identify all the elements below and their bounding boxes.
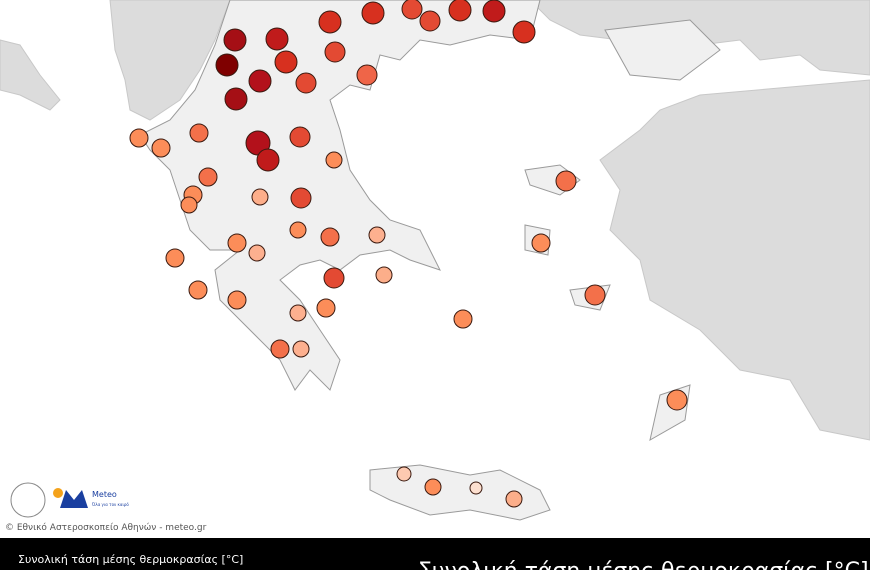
station-marker	[248, 244, 266, 262]
station-marker	[419, 10, 441, 32]
footer-bar	[0, 538, 870, 570]
station-marker	[256, 148, 280, 172]
station-marker	[424, 478, 442, 496]
station-marker	[289, 221, 307, 239]
station-marker	[292, 340, 310, 358]
station-marker	[512, 20, 536, 44]
station-marker	[316, 298, 336, 318]
station-marker	[248, 69, 272, 93]
station-marker	[215, 53, 239, 77]
station-marker	[323, 267, 345, 289]
neighbour-land	[599, 79, 870, 441]
station-marker	[290, 187, 312, 209]
station-marker	[401, 0, 423, 20]
legend-label: Συνολική τάση μέσης θερμοκρασίας [°C]	[18, 553, 243, 566]
island	[604, 19, 721, 81]
station-marker	[180, 196, 198, 214]
station-marker	[318, 10, 342, 34]
observatory-logo	[10, 482, 46, 518]
neighbour-land	[109, 0, 231, 121]
station-marker	[584, 284, 606, 306]
station-marker	[396, 466, 412, 482]
copyright: © Εθνικό Αστεροσκοπείο Αθηνών - meteo.gr	[5, 522, 207, 533]
station-marker	[295, 72, 317, 94]
station-marker	[270, 339, 290, 359]
station-marker	[469, 481, 483, 495]
station-marker	[356, 64, 378, 86]
station-marker	[505, 490, 523, 508]
meteo-logo	[60, 490, 88, 508]
station-marker	[274, 50, 298, 74]
station-marker	[224, 87, 248, 111]
station-marker	[320, 227, 340, 247]
legend-title: Συνολική τάση μέσης θερμοκρασίας [°C]	[418, 559, 869, 570]
station-marker	[265, 27, 289, 51]
station-marker	[289, 304, 307, 322]
station-marker	[453, 309, 473, 329]
station-marker	[368, 226, 386, 244]
station-marker	[188, 280, 208, 300]
logo-text: Meteo	[92, 490, 117, 499]
logo-tagline: Όλα για τον καιρό	[91, 502, 129, 507]
station-marker	[151, 138, 171, 158]
station-marker	[324, 41, 346, 63]
station-marker	[198, 167, 218, 187]
station-marker	[666, 389, 688, 411]
station-marker	[165, 248, 185, 268]
station-marker	[375, 266, 393, 284]
station-marker	[361, 1, 385, 25]
station-marker	[325, 151, 343, 169]
station-marker	[289, 126, 311, 148]
station-marker	[251, 188, 269, 206]
station-marker	[555, 170, 577, 192]
meteo-logo-sun	[53, 488, 63, 498]
station-marker	[448, 0, 472, 22]
station-marker	[482, 0, 506, 23]
station-marker	[227, 290, 247, 310]
station-marker	[531, 233, 551, 253]
neighbour-land	[0, 39, 61, 111]
station-marker	[129, 128, 149, 148]
station-marker	[189, 123, 209, 143]
crete	[369, 464, 551, 521]
station-marker	[223, 28, 247, 52]
station-marker	[227, 233, 247, 253]
stations	[129, 0, 688, 508]
